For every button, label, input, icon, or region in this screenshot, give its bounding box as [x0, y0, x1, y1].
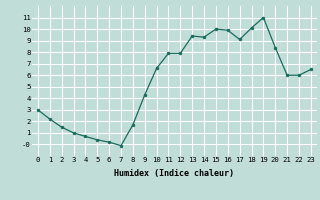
X-axis label: Humidex (Indice chaleur): Humidex (Indice chaleur) — [115, 169, 234, 178]
